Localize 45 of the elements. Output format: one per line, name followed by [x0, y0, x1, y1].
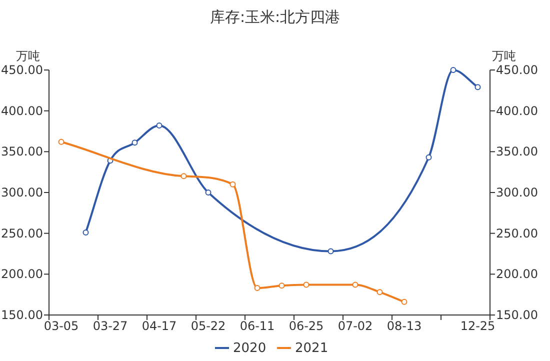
- point: [303, 282, 310, 288]
- point: [180, 173, 187, 180]
- point: [450, 67, 456, 73]
- point: [376, 289, 383, 296]
- x-tick-label: 12-25: [460, 319, 496, 333]
- point: [156, 122, 162, 129]
- y2-axis-title: 万吨: [492, 49, 516, 63]
- y-tick-label: 200.00: [1, 267, 43, 282]
- point: [426, 154, 432, 160]
- x-tick-label: 06-11: [240, 319, 275, 333]
- y2-tick-label: 400.00: [496, 104, 538, 118]
- legend-label: 2020: [233, 341, 266, 356]
- y-axis-title: 万吨: [16, 49, 40, 63]
- x-tick-label: 03-05: [44, 319, 79, 333]
- point: [278, 282, 285, 289]
- x-tick-label: 05-22: [190, 319, 226, 333]
- y2-tick-label: 200.00: [496, 267, 538, 282]
- y2-tick-label: 150.00: [496, 308, 538, 322]
- y-tick-label: 250.00: [1, 226, 43, 240]
- point: [58, 138, 64, 145]
- point: [352, 282, 358, 288]
- point: [254, 285, 260, 292]
- y-tick-label: 300.00: [1, 186, 43, 200]
- y-tick-label: 150.00: [1, 308, 43, 322]
- point: [401, 298, 408, 305]
- point: [328, 248, 334, 254]
- x-tick-label: 08-13: [386, 319, 422, 333]
- point: [230, 181, 236, 188]
- y2-tick-label: 450.00: [496, 63, 538, 77]
- y2-tick-label: 350.00: [496, 144, 538, 159]
- point: [474, 84, 481, 90]
- y2-tick-label: 300.00: [496, 186, 538, 200]
- point: [205, 190, 212, 196]
- x-tick-label: 06-25: [288, 319, 324, 333]
- y-tick-label: 350.00: [1, 144, 43, 159]
- chart-title: 库存:玉米:北方四港: [210, 8, 340, 26]
- point: [132, 140, 138, 146]
- y-tick-label: 400.00: [1, 104, 43, 118]
- x-tick-label: 07-02: [338, 319, 373, 333]
- y-tick-label: 450.00: [1, 63, 43, 77]
- legend-label: 2021: [295, 341, 328, 356]
- y2-tick-label: 250.00: [496, 226, 538, 240]
- x-tick-label: 04-17: [142, 319, 177, 333]
- x-tick-label: 03-27: [92, 319, 128, 333]
- point: [82, 230, 89, 236]
